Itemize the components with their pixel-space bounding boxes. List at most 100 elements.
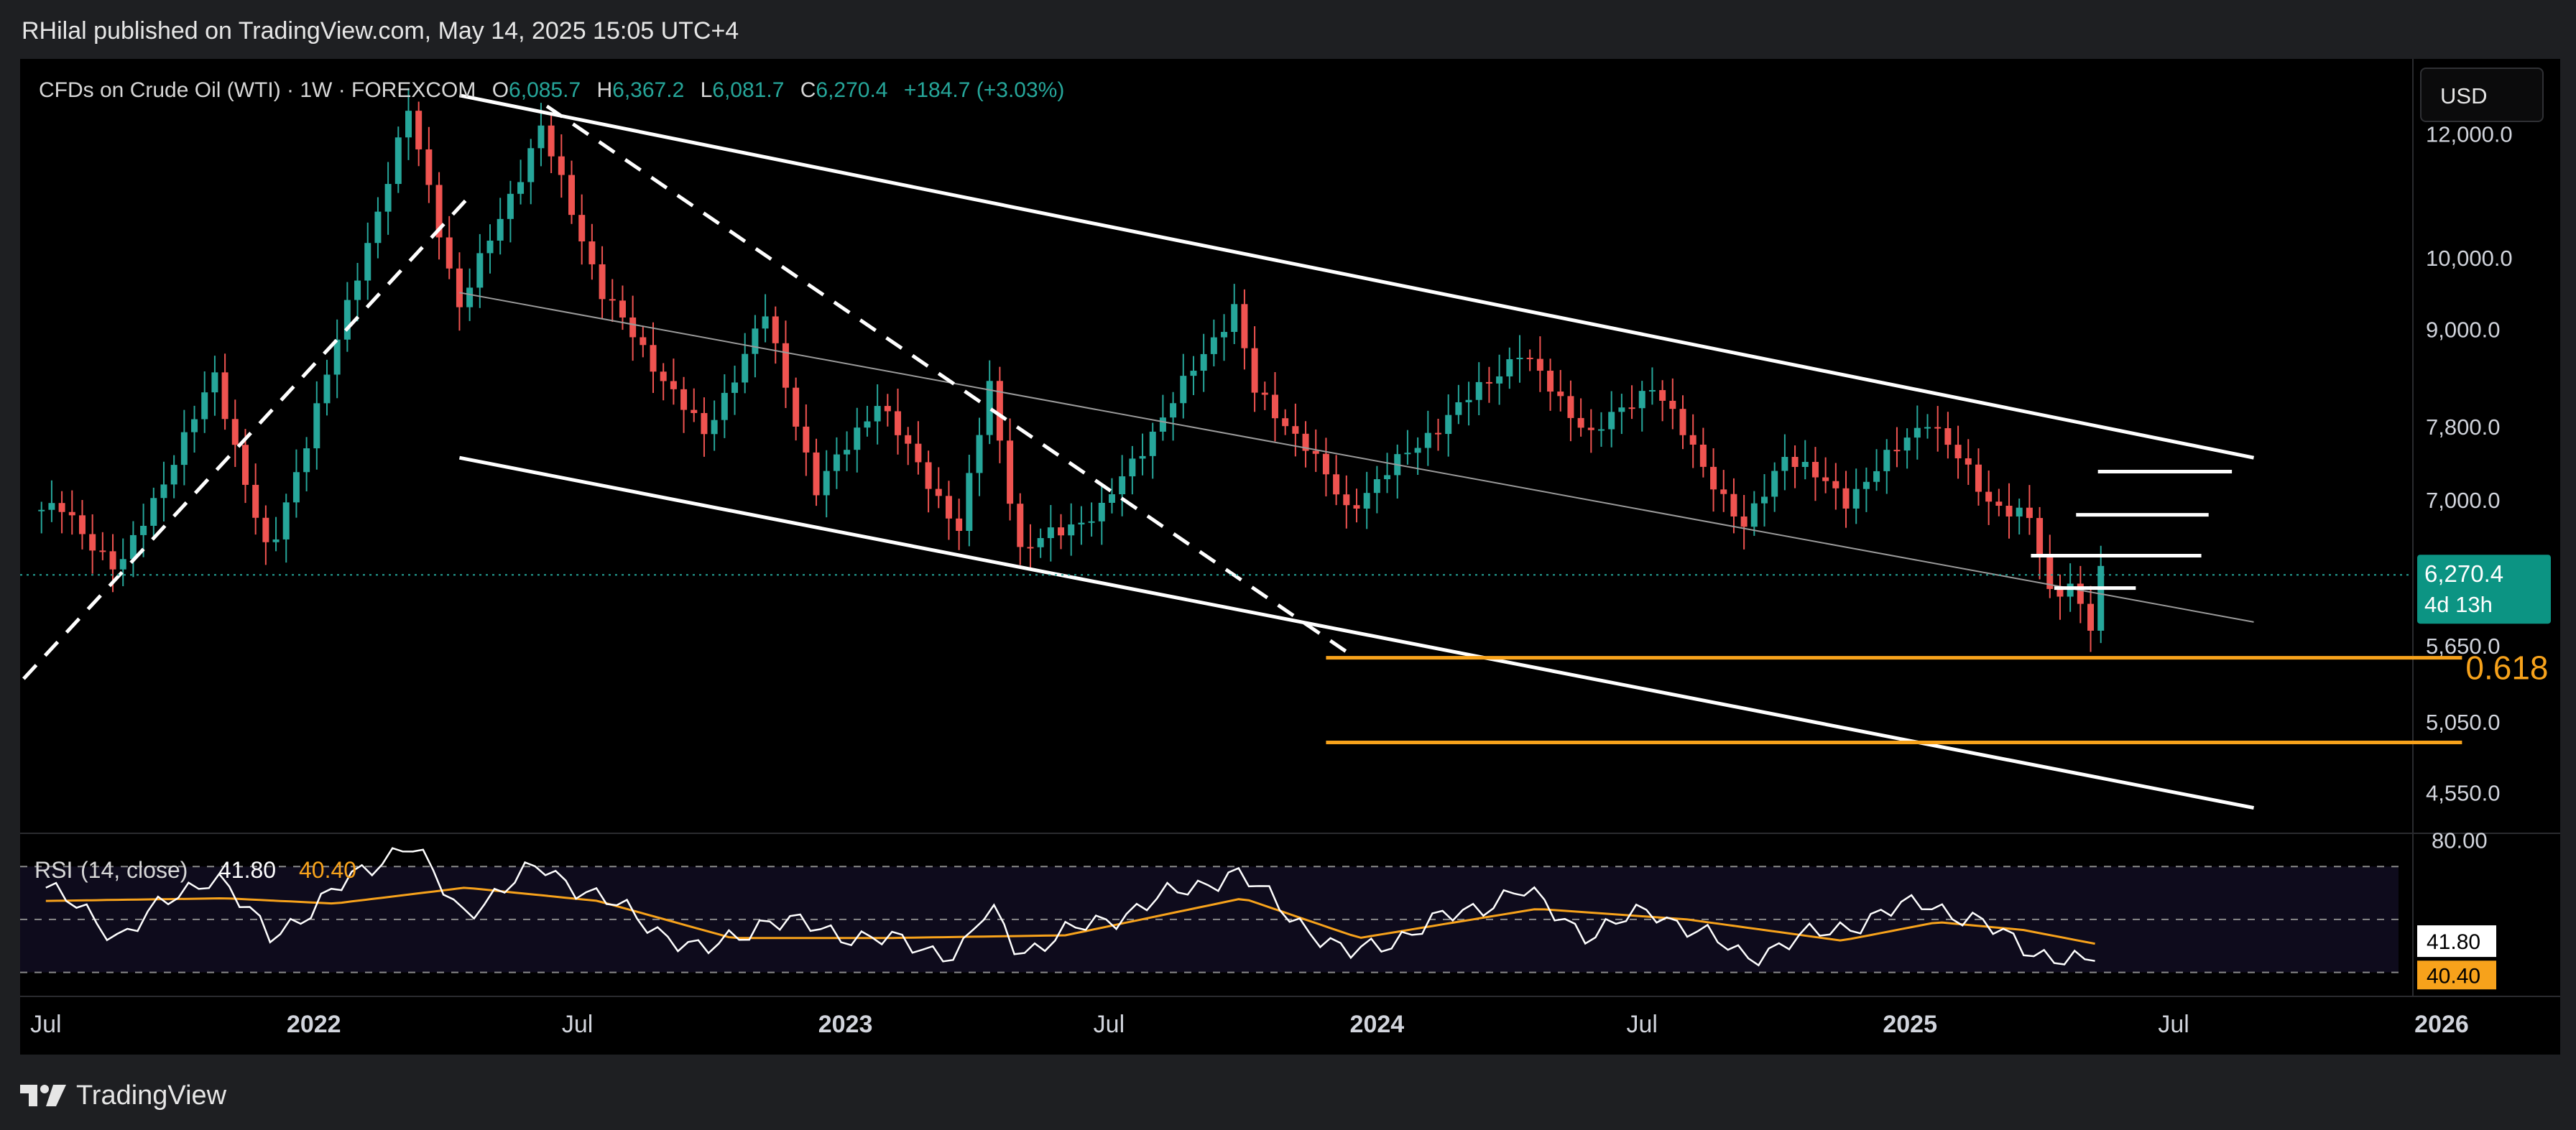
candle-body	[680, 389, 688, 410]
candle-body	[1078, 522, 1085, 525]
candle-body	[1037, 538, 1044, 547]
candle-body	[2097, 565, 2105, 631]
last-price-value: 6,270.4	[2424, 560, 2503, 587]
currency-button[interactable]: USD	[2420, 68, 2544, 122]
trendline-dashed-rise[interactable]	[20, 191, 474, 703]
trendline-dashed-fall[interactable]	[545, 104, 1348, 654]
candle-body	[1139, 455, 1146, 459]
candle-body	[1343, 494, 1350, 506]
candle-body	[1455, 402, 1462, 415]
candle-body	[670, 381, 677, 389]
candle-body	[1251, 348, 1258, 393]
low-key: L	[700, 78, 713, 102]
candle-body	[823, 471, 830, 496]
candle-body	[1180, 376, 1187, 404]
symbol-legend[interactable]: CFDs on Crude Oil (WTI) · 1W · FOREXCOM …	[39, 75, 1064, 106]
bar-countdown: 4d 13h	[2424, 592, 2493, 617]
candle-body	[201, 392, 208, 420]
candle-body	[1098, 502, 1105, 522]
time-tick-label: Jul	[1094, 1011, 1125, 1038]
candle-body	[1689, 435, 1696, 445]
candle-body	[1047, 527, 1054, 539]
candle-body	[854, 427, 861, 450]
price-tick-label: 7,800.0	[2426, 415, 2500, 440]
candle-body	[1210, 337, 1217, 354]
candle-body	[1883, 450, 1891, 471]
candle-body	[1322, 453, 1329, 475]
candle-body	[1771, 471, 1778, 497]
candle-body	[517, 182, 525, 194]
candle-body	[874, 406, 881, 422]
candle-body	[1475, 381, 1482, 400]
candle-body	[2067, 583, 2074, 597]
candle-body	[231, 419, 239, 445]
candle-body	[996, 381, 1003, 441]
candle-body	[1159, 417, 1166, 432]
candle-body	[1170, 403, 1177, 418]
candle-body	[394, 137, 402, 185]
candle-body	[1597, 429, 1605, 431]
candle-body	[1282, 418, 1289, 427]
candle-body	[629, 317, 637, 338]
low-value: 6,081.7	[712, 78, 785, 102]
time-tick-label: Jul	[30, 1011, 61, 1038]
trendline-channel-lower[interactable]	[458, 455, 2255, 810]
price-tick-label: 12,000.0	[2426, 121, 2513, 147]
candle-body	[772, 316, 779, 343]
time-tick-label: 2026	[2414, 1011, 2469, 1038]
candle-body	[1190, 371, 1197, 376]
candle-body	[1587, 427, 1594, 430]
candle-body	[354, 280, 361, 300]
candle-body	[1842, 488, 1850, 509]
candle-body	[640, 337, 647, 346]
candle-body	[58, 503, 65, 512]
price-tick-label: 5,050.0	[2426, 710, 2500, 735]
candle-body	[252, 484, 259, 518]
candle-body	[303, 448, 310, 473]
candle-body	[1536, 358, 1543, 371]
candle-body	[1648, 390, 1656, 392]
candle-body	[1027, 547, 1034, 549]
candle-body	[1068, 524, 1075, 536]
candle-body	[599, 264, 606, 300]
candle-body	[619, 300, 626, 318]
open-key: O	[491, 78, 509, 102]
tradingview-brand[interactable]: TradingView	[20, 1074, 226, 1117]
trendline-channel-mid[interactable]	[459, 292, 2254, 623]
candle-body	[292, 472, 300, 503]
candle-body	[1577, 417, 1584, 428]
candle-body	[1496, 376, 1503, 384]
last-price-tag	[2417, 555, 2551, 624]
price-chart[interactable]: 12,000.0 10,000.0 9,000.0 7,800.0 7,000.0 5,6…	[20, 59, 2560, 1055]
candle-body	[262, 517, 269, 542]
candle-body	[211, 372, 218, 393]
candle-body	[140, 525, 147, 535]
candle-body	[1903, 437, 1911, 451]
price-tick-label: 5,650.0	[2426, 634, 2500, 659]
rsi-value-tag	[2417, 925, 2496, 958]
high-key: H	[596, 78, 613, 102]
tradingview-logo-icon	[20, 1085, 66, 1106]
candle-body	[1434, 432, 1441, 435]
chart-panel[interactable]: 12,000.0 10,000.0 9,000.0 7,800.0 7,000.0 5,6…	[20, 59, 2560, 1055]
candle-body	[466, 287, 474, 307]
candle-body	[691, 409, 698, 413]
candle-body	[1730, 494, 1737, 517]
candle-body	[68, 511, 75, 516]
candle-body	[119, 559, 126, 570]
candle-body	[191, 419, 198, 432]
candle-body	[966, 473, 973, 532]
trendline-channel-upper[interactable]	[458, 93, 2255, 460]
rsi-ma-label: 40.40	[2427, 964, 2480, 988]
candle-body	[129, 534, 137, 560]
candle-body	[1618, 407, 1625, 412]
candle-body	[1200, 353, 1207, 371]
candle-body	[803, 426, 810, 453]
rsi-value-label: 41.80	[2427, 930, 2480, 954]
candle-body	[1557, 392, 1564, 397]
candle-body	[537, 125, 545, 149]
close-value: 6,270.4	[816, 78, 888, 102]
candle-body	[558, 156, 565, 175]
candle-body	[1445, 415, 1452, 435]
candle-body	[1740, 516, 1748, 527]
